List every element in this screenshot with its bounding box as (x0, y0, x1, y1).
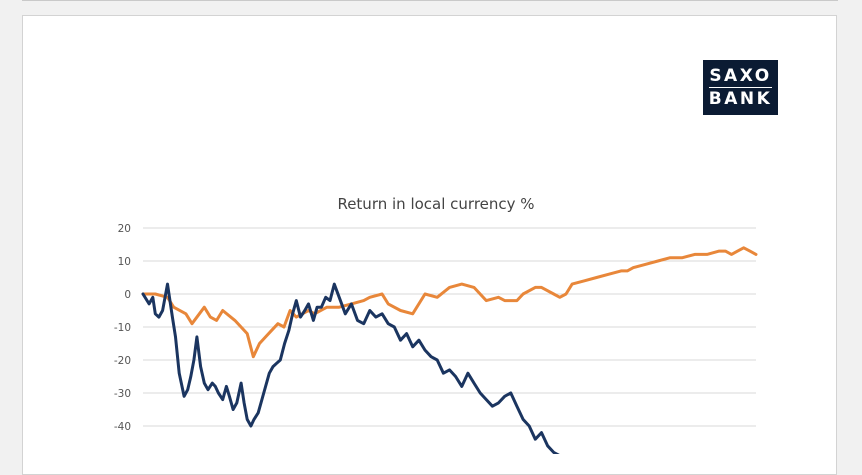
grid-lines (143, 227, 756, 427)
y-tick-label: 0 (124, 289, 131, 301)
chart-card (22, 15, 837, 475)
line-chart: Return in local currency % 20 10 0 -10 -20 -3… (114, 195, 758, 454)
top-divider (22, 0, 838, 1)
logo-text-bank: BANK (708, 89, 773, 109)
series-lines (141, 246, 758, 454)
saxo-bank-logo: SAXO BANK (703, 60, 778, 115)
logo-text-saxo: SAXO (709, 66, 772, 88)
series-line-1 (141, 246, 758, 359)
y-tick-label: 20 (118, 223, 131, 235)
y-tick-label: 10 (118, 256, 131, 268)
y-tick-label: -30 (114, 388, 131, 400)
series-line-2 (141, 282, 560, 454)
y-tick-label: -40 (114, 421, 131, 433)
y-tick-label: -20 (114, 355, 131, 367)
y-tick-label: -10 (114, 322, 131, 334)
chart-title: Return in local currency % (337, 195, 534, 213)
